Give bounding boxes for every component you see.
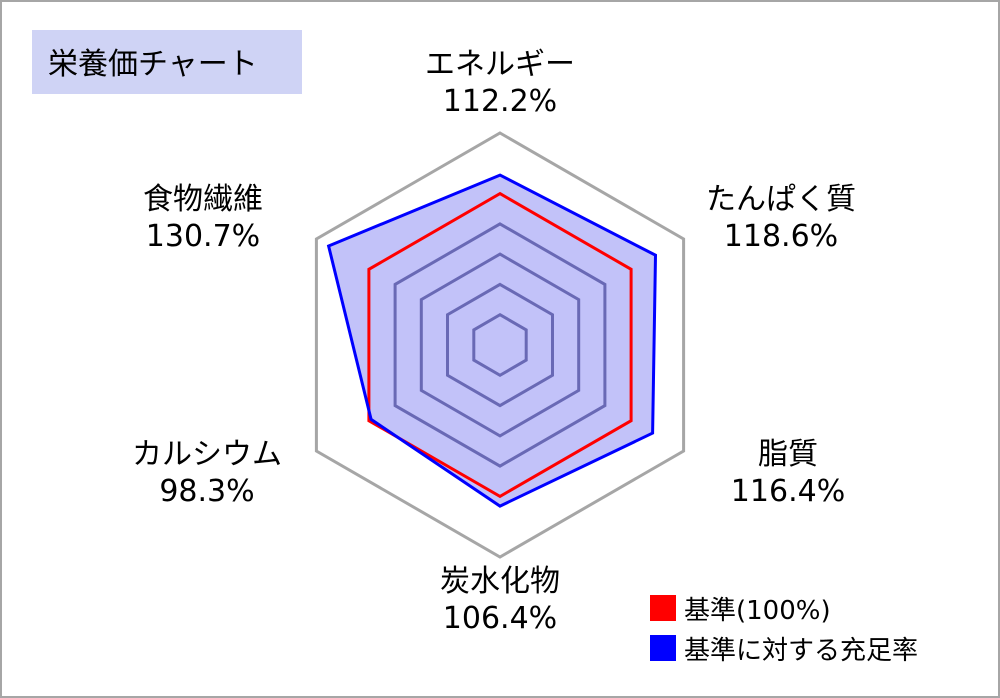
axis-name-energy: エネルギー [425,47,575,82]
axis-value-energy: 112.2% [442,84,558,119]
axis-label-calcium: カルシウム 98.3% [132,436,282,510]
legend-label-baseline: 基準(100%) [684,595,831,626]
axis-value-protein: 118.6% [723,219,839,254]
axis-label-fat: 脂質 116.4% [731,436,845,510]
legend-item-baseline: 基準(100%) [650,588,918,628]
chart-title: 栄養価チャート [48,47,258,82]
legend-swatch-actual [650,635,676,661]
series-line-baseline [367,191,633,499]
legend-label-actual: 基準に対する充足率 [684,635,919,666]
axis-label-carbohydrate: 炭水化物 106.4% [440,563,560,637]
legend: 基準(100%) 基準に対する充足率 [650,588,918,668]
axis-label-energy: エネルギー 112.2% [425,46,575,120]
radar-grid [314,131,686,559]
grid-ring-20 [472,312,528,378]
axis-name-calcium: カルシウム [132,437,282,472]
axis-name-protein: たんぱく質 [706,182,856,217]
axis-value-fiber: 130.7% [145,219,261,254]
grid-ring-80 [393,222,607,468]
axis-label-protein: たんぱく質 118.6% [706,181,856,255]
series-fill-actual [328,175,656,507]
grid-ring-140 [314,131,686,559]
axis-value-fat: 116.4% [730,474,846,509]
legend-swatch-baseline [650,595,676,621]
radar-series [326,173,658,508]
axis-value-carbohydrate: 106.4% [442,601,558,636]
legend-item-actual: 基準に対する充足率 [650,628,918,668]
axis-name-fat: 脂質 [757,437,818,472]
axis-name-fiber: 食物繊維 [143,182,263,217]
axis-value-calcium: 98.3% [159,474,255,509]
axis-label-fiber: 食物繊維 130.7% [143,181,263,255]
grid-ring-40 [446,282,554,408]
axis-name-carbohydrate: 炭水化物 [440,564,560,599]
title-background [32,30,302,94]
series-line-actual [326,173,658,508]
grid-ring-60 [419,252,581,438]
